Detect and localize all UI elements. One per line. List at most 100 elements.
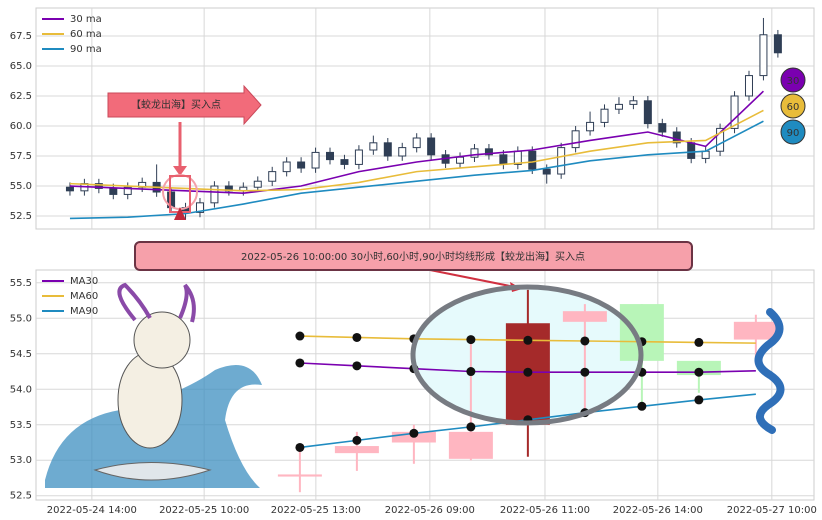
x-tick-label: 2022-05-26 11:00 (500, 505, 590, 516)
x-tick-label: 2022-05-25 10:00 (159, 505, 249, 516)
legend-label: 60 ma (70, 29, 102, 40)
candle-body (499, 154, 508, 165)
candle-body (643, 100, 652, 125)
x-tick-label: 2022-05-26 14:00 (613, 505, 703, 516)
ma-badge (780, 67, 806, 93)
title-pointer (429, 269, 516, 288)
ma-line (69, 90, 764, 195)
pointer-head (173, 166, 187, 176)
x-tick-label: 2022-05-26 09:00 (385, 505, 475, 516)
ma-point (295, 331, 305, 341)
candle-body (629, 100, 638, 105)
ma-point (580, 336, 590, 346)
x-tick-label: 2022-05-24 14:00 (47, 505, 137, 516)
candle-body (109, 187, 118, 195)
candle-body (297, 161, 306, 169)
candle-body (528, 150, 537, 170)
ma-point (694, 337, 704, 347)
candle-body (759, 34, 768, 77)
candle-body (123, 186, 132, 195)
candle-body (268, 171, 277, 182)
candle-body (658, 123, 667, 133)
candle-body (557, 147, 566, 175)
legend-label: MA90 (70, 306, 98, 317)
ma-point (523, 335, 533, 345)
candle-body (427, 137, 436, 156)
ma-point (295, 442, 305, 452)
ma-point (466, 422, 476, 432)
candle-body (383, 142, 392, 157)
candle-body (340, 159, 349, 165)
candle-body (701, 150, 710, 159)
candle-body (586, 121, 595, 132)
ma-badge (780, 119, 806, 145)
candle-body (277, 474, 322, 477)
dog-head (133, 311, 191, 369)
candle-body (94, 183, 103, 189)
chart-title: 2022-05-26 10:00:00 30小时,60小时,90小时均线形成【蛟… (241, 250, 585, 263)
ma-badge (780, 93, 806, 119)
ma-line (69, 120, 764, 220)
annotation-arrow (107, 84, 262, 126)
annotation-label: 【蛟龙出海】买入点 (131, 98, 221, 111)
candle-body (326, 151, 335, 161)
y-tick-label: 55.0 (10, 313, 32, 324)
y-tick-label: 55.0 (10, 181, 32, 192)
y-tick-label: 60.0 (10, 121, 32, 132)
ma-point (409, 428, 419, 438)
ma-point (637, 401, 647, 411)
ma-point (466, 335, 476, 345)
candle-body (571, 130, 580, 149)
candle-body (369, 142, 378, 151)
candle-body (210, 185, 219, 204)
candle-body (773, 34, 782, 54)
ma-point (352, 332, 362, 342)
ma-badge-label: 90 (787, 128, 800, 139)
focus-ring (410, 284, 644, 426)
marks-layer: 30 ma 60 ma 90 ma MA30 MA60 MA90 (42, 14, 782, 493)
y-tick-label: 55.5 (10, 278, 32, 289)
candle-body (412, 137, 421, 149)
candle-body (282, 161, 291, 173)
signal-triangle (174, 207, 186, 220)
legend-label: MA30 (70, 276, 98, 287)
candle-body (600, 108, 609, 123)
ma-badge-label: 30 (787, 76, 800, 87)
top-plot (35, 7, 815, 230)
candle-body (398, 147, 407, 157)
x-tick-label: 2022-05-27 10:00 (727, 505, 817, 516)
legend-label: 30 ma (70, 14, 102, 25)
candle-body (687, 142, 696, 159)
candle-body (484, 148, 493, 156)
ma-point (466, 367, 476, 377)
ma-line (69, 109, 764, 192)
ma-point (523, 367, 533, 377)
annotation-layer: 30 60 90 【蛟龙出海】买入点 2022-05-26 10:00:00 30小时,… (45, 67, 806, 488)
candle-body (456, 156, 465, 164)
dragon-decoration (754, 308, 785, 434)
candle-body (716, 127, 725, 152)
ma-badge-label: 60 (787, 102, 800, 113)
candle-body (354, 149, 363, 165)
candle-body (672, 131, 681, 144)
y-tick-label: 62.5 (10, 91, 32, 102)
y-tick-label: 53.0 (10, 455, 32, 466)
candle-body (253, 180, 262, 188)
y-tick-label: 52.5 (10, 211, 32, 222)
candle-body (334, 446, 379, 454)
y-tick-label: 53.5 (10, 420, 32, 431)
candle-body (470, 148, 479, 158)
ma-point (295, 358, 305, 368)
title-box (134, 241, 693, 271)
candle-body (562, 311, 607, 322)
legend-label: 90 ma (70, 44, 102, 55)
ma-point (694, 395, 704, 405)
ma-point (352, 435, 362, 445)
candle-body (730, 95, 739, 129)
candle-body (542, 168, 551, 175)
legend-label: MA60 (70, 291, 98, 302)
candle-body (311, 151, 320, 169)
y-tick-label: 54.5 (10, 349, 32, 360)
y-tick-label: 54.0 (10, 384, 32, 395)
